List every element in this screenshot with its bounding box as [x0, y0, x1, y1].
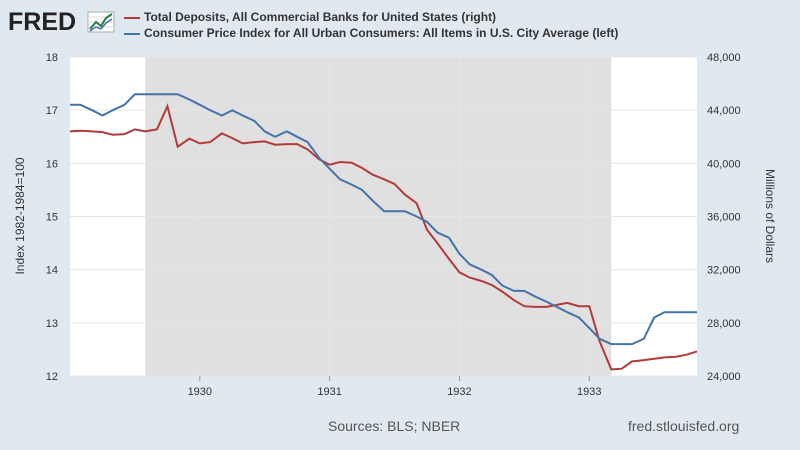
legend-swatch-cpi [124, 32, 140, 35]
left-tick-label: 12 [46, 371, 58, 383]
left-tick-label: 18 [46, 52, 58, 64]
x-tick-label: 1931 [317, 386, 341, 398]
logo-text: FRED [8, 8, 76, 36]
x-tick-label: 1930 [188, 386, 212, 398]
right-tick-label: 36,000 [707, 212, 741, 224]
left-axis-label: Index 1982-1984=100 [13, 157, 27, 274]
left-tick-label: 14 [46, 265, 58, 277]
right-tick-label: 48,000 [707, 52, 741, 64]
legend-label-deposits: Total Deposits, All Commercial Banks for… [144, 10, 497, 24]
left-tick-label: 17 [46, 105, 58, 117]
series-line-deposits [69, 103, 698, 371]
legend-item-cpi: Consumer Price Index for All Urban Consu… [124, 26, 618, 40]
right-axis-label: Millions of Dollars [763, 169, 777, 263]
right-tick-label: 32,000 [707, 265, 741, 277]
left-tick-label: 15 [46, 212, 58, 224]
right-tick-label: 24,000 [707, 371, 741, 383]
series-line-cpi [70, 93, 697, 346]
right-tick-label: 40,000 [707, 158, 741, 170]
right-axis: 24,000 28,000 32,000 36,000 40,000 44,000 48,0… [707, 52, 741, 383]
x-tick-label: 1933 [577, 386, 601, 398]
logo-graph-icon [87, 11, 115, 33]
gridlines [70, 56, 697, 377]
legend-item-deposits: Total Deposits, All Commercial Banks for… [124, 10, 496, 24]
left-axis: 12 13 14 15 16 17 18 [46, 52, 58, 383]
fred-logo: FRED [8, 8, 115, 36]
left-tick-label: 16 [46, 158, 58, 170]
legend-label-cpi: Consumer Price Index for All Urban Consu… [144, 26, 619, 40]
x-tick-label: 1932 [447, 386, 471, 398]
legend-swatch-deposits [124, 16, 140, 19]
site-link[interactable]: fred.stlouisfed.org [628, 418, 740, 434]
sources-text: Sources: BLS; NBER [328, 418, 461, 434]
x-axis: 1930 1931 1932 1933 [188, 376, 601, 398]
right-tick-label: 28,000 [707, 318, 741, 330]
right-tick-label: 44,000 [707, 105, 741, 117]
left-tick-label: 13 [46, 318, 58, 330]
